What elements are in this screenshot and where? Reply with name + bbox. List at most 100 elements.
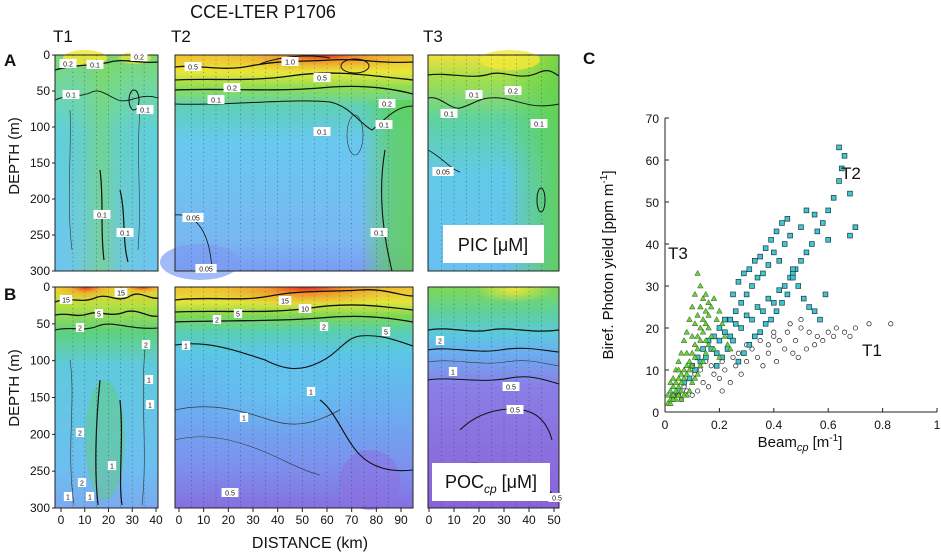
poc-legend-unit: [μM] xyxy=(497,472,537,492)
scatter-point-t1 xyxy=(697,367,703,373)
scatter-point-t2 xyxy=(732,308,739,314)
scatter-point-t2 xyxy=(700,346,706,352)
scatter-point-t3 xyxy=(688,362,696,369)
scatter-point-t2 xyxy=(841,153,848,159)
scatter-point-t3 xyxy=(664,391,671,398)
scatter-point-t2 xyxy=(773,308,780,314)
contour-label-bg xyxy=(548,493,566,502)
contour-label-bg xyxy=(221,488,239,497)
contour-label-bg xyxy=(504,86,522,95)
scatter-point-t1 xyxy=(812,342,818,348)
scatter-y-label: Biref. Photon yield [ppm m-1] xyxy=(599,171,617,360)
scatter-point-t1 xyxy=(722,367,728,373)
panel-b-t2-purple-pocket xyxy=(340,450,400,510)
scatter-point-t3 xyxy=(667,400,674,406)
scatter-point-t2 xyxy=(741,350,747,356)
contour-label: 2 xyxy=(438,339,442,346)
distance-tick-label: 50 xyxy=(296,513,310,527)
scatter-point-t2 xyxy=(773,228,780,235)
contour-label: 1 xyxy=(88,495,92,502)
contour-label: 0.1 xyxy=(469,93,479,100)
scatter-point-t2 xyxy=(806,304,812,310)
scatter-point-t2 xyxy=(730,337,736,344)
contour-label: 10 xyxy=(301,307,309,314)
contour-label-bg xyxy=(59,295,73,304)
scatter-point-t3 xyxy=(710,295,718,301)
scatter-point-t3 xyxy=(718,320,726,327)
depth-tick-label: 0 xyxy=(43,48,50,62)
scatter-point-t3 xyxy=(686,316,693,322)
scatter-point-t2 xyxy=(743,312,750,319)
contour-label: 0.2 xyxy=(134,55,144,62)
contour-label: 5 xyxy=(384,330,388,337)
contour-label-bg xyxy=(85,492,95,501)
panel-b-t2 xyxy=(174,287,414,510)
panel-a-t1 xyxy=(54,50,159,271)
contour-label: 0.5 xyxy=(317,76,327,83)
scatter-point-t3 xyxy=(686,358,693,364)
panel-b-t3-frame xyxy=(427,286,560,509)
poc-legend-sub: cp xyxy=(484,482,497,496)
contour-label-bg xyxy=(378,99,396,108)
panel-b-t1 xyxy=(54,287,159,508)
scatter-point-t2 xyxy=(735,279,742,285)
scatter-point-t1 xyxy=(771,329,777,335)
scatter-point-t2 xyxy=(768,316,774,323)
panel-b-t2-contour xyxy=(174,406,341,425)
contour-label-bg xyxy=(465,90,483,99)
scatter-point-t3 xyxy=(697,337,704,343)
distance-tick-label: 20 xyxy=(472,513,486,527)
contour-label: 0.1 xyxy=(444,112,454,119)
panel-letter-c: C xyxy=(583,49,595,68)
panel-b-t2-contour xyxy=(174,315,414,323)
scatter-point-t1 xyxy=(700,380,706,386)
scatter-x-tick-label: 0.2 xyxy=(711,418,728,432)
contour-label-bg xyxy=(281,57,299,66)
scatter-point-t1 xyxy=(866,321,872,327)
distance-tick-label: 90 xyxy=(394,513,408,527)
scatter-point-t2 xyxy=(686,375,693,382)
scatter-y-label-end: ] xyxy=(600,171,617,175)
scatter-point-t3 xyxy=(705,299,712,306)
contour-label-bg xyxy=(136,105,154,114)
contour-label-bg xyxy=(114,288,128,297)
panel-b-t2-frame xyxy=(174,286,414,509)
scatter-point-t2 xyxy=(752,258,758,264)
transect-label-t3: T3 xyxy=(423,27,443,46)
scatter-point-t2 xyxy=(803,207,810,214)
scatter-point-t1 xyxy=(790,350,796,356)
poc-legend-text: POCcp [μM] xyxy=(445,472,537,496)
contour-label: 0.5 xyxy=(506,385,516,392)
contour-label: 2 xyxy=(144,343,148,350)
scatter-point-t2 xyxy=(716,337,723,344)
scatter-point-t1 xyxy=(730,354,736,360)
scatter-point-t3 xyxy=(691,353,699,360)
scatter-y-label-sup: -1 xyxy=(599,174,610,183)
contour-label-bg xyxy=(145,400,155,409)
scatter-point-t3 xyxy=(669,374,677,381)
contour-label-bg xyxy=(233,309,243,318)
distance-tick-label: 0 xyxy=(58,513,65,527)
scatter-point-t2 xyxy=(741,270,747,277)
scatter-point-t3 xyxy=(727,345,734,352)
scatter-point-t1 xyxy=(708,363,714,369)
scatter-point-t2 xyxy=(762,321,769,327)
scatter-point-t2 xyxy=(811,211,818,218)
depth-tick-label: 0 xyxy=(43,280,50,294)
contour-label-bg xyxy=(435,336,445,345)
scatter-point-t1 xyxy=(771,333,777,339)
scatter-point-t2 xyxy=(743,291,750,298)
scatter-point-t2 xyxy=(790,274,796,281)
scatter-point-t1 xyxy=(773,359,780,365)
contour-label-bg xyxy=(182,213,204,222)
contour-label-bg xyxy=(278,296,292,305)
contour-label: 1.0 xyxy=(285,60,295,67)
scatter-point-t1 xyxy=(820,338,826,344)
scatter-point-t2 xyxy=(790,266,796,272)
panel-a-t3-contour xyxy=(536,187,546,213)
contour-label-bg xyxy=(75,428,85,437)
scatter-point-t3 xyxy=(699,316,707,322)
scatter-point-t3 xyxy=(705,324,712,331)
panel-b-t2-contour xyxy=(319,399,414,472)
panel-b-t2-contour xyxy=(174,335,414,370)
